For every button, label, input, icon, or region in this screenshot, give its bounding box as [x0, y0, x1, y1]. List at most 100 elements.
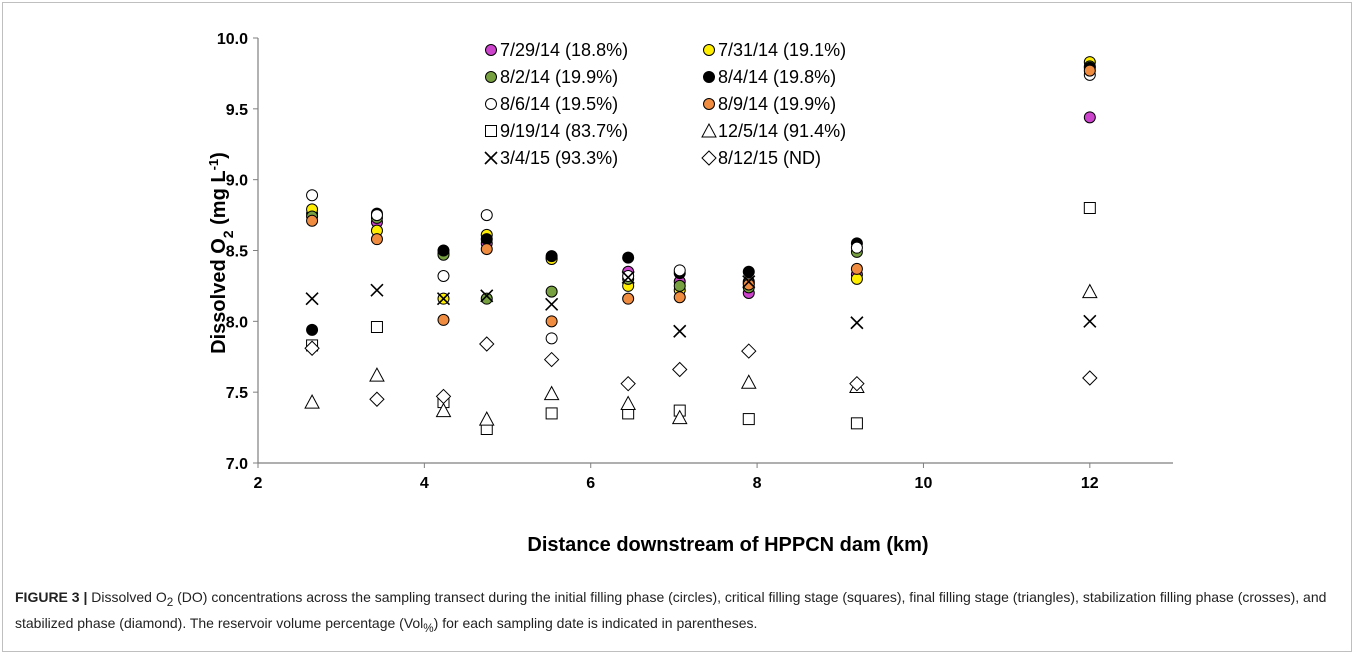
legend-label: 7/29/14 (18.8%) — [500, 40, 628, 60]
axes: 2 4 6 8 10 12 7.0 7.5 8.0 8.5 9.0 9.5 10.0 — [217, 31, 1173, 492]
y-tick-label: 8.5 — [226, 244, 248, 261]
data-point — [435, 402, 452, 418]
data-point — [480, 243, 493, 256]
data-point — [622, 292, 635, 305]
caption-lead: FIGURE 3 | — [15, 589, 88, 605]
data-point — [1083, 64, 1096, 77]
data-point — [437, 244, 450, 257]
y-axis-label-subscript: 2 — [220, 230, 236, 238]
data-point — [370, 321, 383, 333]
legend-label: 8/2/14 (19.9%) — [500, 67, 618, 87]
data-point — [306, 214, 319, 227]
caption-subscript: 2 — [166, 595, 174, 609]
data-points — [304, 56, 1098, 435]
legend-label: 8/12/15 (ND) — [718, 148, 821, 168]
legend-marker — [485, 98, 497, 110]
legend-label: 9/19/14 (83.7%) — [500, 121, 628, 141]
data-point — [621, 270, 635, 284]
data-point — [849, 375, 865, 392]
data-point — [543, 385, 560, 401]
data-point — [305, 292, 319, 306]
data-point — [741, 343, 757, 359]
caption-text-a: Dissolved O — [87, 589, 167, 605]
data-point — [437, 270, 450, 282]
data-point — [545, 297, 559, 311]
data-point — [850, 316, 864, 330]
caption-text-b: (DO) concentrations across the sampling … — [15, 589, 1327, 631]
data-point — [1083, 111, 1096, 124]
x-tick-label: 6 — [586, 475, 595, 492]
legend-label: 12/5/14 (91.4%) — [718, 121, 846, 141]
data-point — [672, 361, 688, 378]
data-point — [850, 241, 863, 254]
x-tick-label: 10 — [915, 475, 933, 492]
x-tick-label: 12 — [1081, 475, 1099, 492]
y-axis-label-main: Dissolved O — [208, 238, 230, 354]
data-point — [306, 323, 319, 336]
data-point — [480, 292, 493, 305]
data-point — [304, 394, 320, 409]
data-point — [673, 264, 686, 277]
data-point — [742, 265, 755, 278]
data-point — [306, 189, 319, 202]
x-axis-label: Distance downstream of HPPCN dam (km) — [527, 534, 928, 556]
legend-marker — [485, 44, 497, 56]
y-axis-label-superscript: -1 — [206, 159, 221, 171]
caption-vol-subscript: % — [423, 621, 434, 635]
data-point — [545, 407, 558, 420]
data-point — [545, 332, 558, 345]
y-tick-label: 7.5 — [226, 385, 248, 402]
legend-marker — [701, 150, 717, 166]
data-point — [370, 283, 384, 297]
data-point — [480, 289, 494, 303]
data-point — [671, 409, 688, 425]
legend-marker — [485, 125, 497, 137]
x-tick-label: 4 — [420, 475, 429, 492]
legend-marker — [701, 122, 717, 138]
legend-label: 8/4/14 (19.8%) — [718, 67, 836, 87]
data-point — [370, 209, 383, 222]
data-point — [622, 270, 635, 282]
legend-marker — [484, 151, 498, 165]
data-point — [1081, 283, 1098, 299]
data-point — [620, 395, 636, 410]
data-point — [740, 374, 757, 389]
data-point — [435, 388, 452, 405]
data-point — [478, 411, 495, 426]
figure-caption: FIGURE 3 | Dissolved O2 (DO) concentrati… — [15, 587, 1335, 639]
data-point — [480, 209, 493, 222]
scatter-chart: 2 4 6 8 10 12 7.0 7.5 8.0 8.5 9.0 9.5 10.0 7/29/14 (… — [206, 31, 1173, 556]
data-point — [673, 324, 687, 338]
data-point — [850, 417, 863, 430]
x-tick-label: 8 — [753, 475, 762, 492]
legend-marker — [703, 44, 715, 56]
data-point — [622, 251, 635, 264]
data-point — [437, 313, 450, 326]
y-tick-label: 10.0 — [217, 31, 248, 48]
data-point — [742, 413, 755, 426]
data-point — [436, 292, 451, 306]
data-point — [304, 340, 320, 356]
data-point — [543, 351, 560, 368]
y-axis-label-close: ) — [208, 152, 230, 159]
legend-marker — [703, 71, 715, 83]
data-point — [370, 233, 383, 246]
data-point — [742, 278, 755, 291]
data-point — [369, 367, 385, 382]
data-point — [1083, 314, 1097, 328]
x-tick-label: 2 — [254, 475, 263, 492]
data-point — [850, 272, 863, 285]
legend-label: 7/31/14 (19.1%) — [718, 40, 846, 60]
data-point — [1082, 370, 1098, 386]
legend-label: 3/4/15 (93.3%) — [500, 148, 618, 168]
y-tick-label: 9.0 — [226, 173, 248, 190]
data-point — [673, 291, 686, 304]
caption-text-c: ) for each sampling date is indicated in… — [433, 614, 758, 631]
legend-marker — [703, 98, 715, 110]
data-point — [620, 375, 636, 392]
data-point — [850, 262, 863, 275]
y-tick-label: 8.0 — [226, 314, 248, 331]
data-point — [480, 233, 493, 246]
data-point — [545, 285, 558, 298]
